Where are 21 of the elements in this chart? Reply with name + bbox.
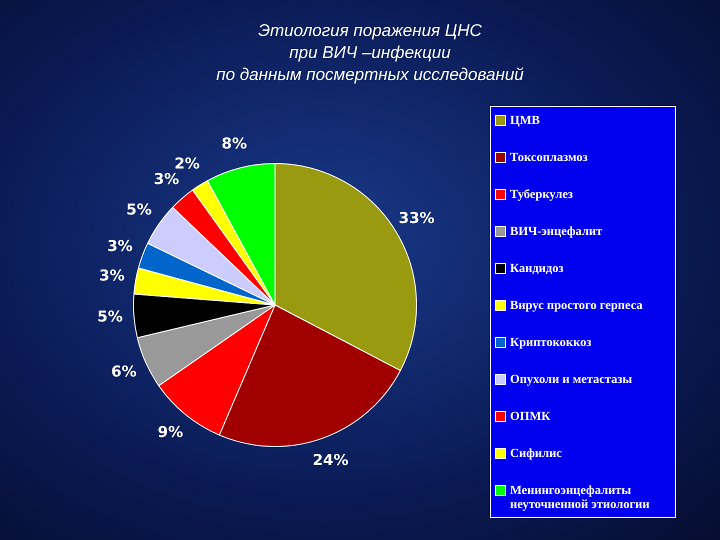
legend-label: Токсоплазмоз — [510, 150, 588, 164]
legend-label: Криптококкоз — [510, 335, 592, 349]
legend-label: ВИЧ-энцефалит — [510, 224, 602, 238]
chart-title: Этиология поражения ЦНС при ВИЧ –инфекции по данным посмертных исследований — [215, 20, 525, 86]
legend-label: Вирус простого герпеса — [510, 298, 643, 312]
legend-label: Кандидоз — [510, 261, 564, 275]
data-label: 24% — [312, 450, 348, 469]
legend-label: Туберкулез — [510, 187, 573, 201]
data-label: 8% — [222, 134, 247, 152]
data-label: 5% — [97, 308, 123, 326]
data-label: 9% — [158, 423, 184, 442]
legend-label: Опухоли и метастазы — [510, 372, 632, 386]
legend-label: Сифилис — [510, 446, 562, 460]
data-label: 6% — [111, 362, 137, 380]
legend-label: ОПМК — [510, 409, 550, 423]
data-label: 5% — [126, 200, 152, 219]
legend-label: ЦМВ — [510, 113, 540, 127]
legend-label: Менингоэнцефалиты неуточненной этиологии — [510, 483, 651, 511]
data-label: 3% — [107, 236, 133, 255]
data-label: 33% — [398, 209, 435, 228]
data-label: 3% — [99, 266, 125, 285]
